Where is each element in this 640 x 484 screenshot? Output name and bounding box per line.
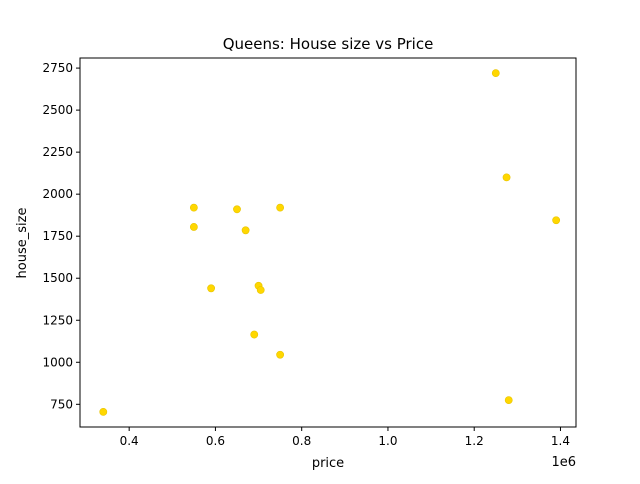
data-point <box>233 205 241 214</box>
data-points <box>99 69 561 416</box>
data-point <box>502 173 511 182</box>
x-tick-label: 1.2 <box>465 434 484 448</box>
x-tick-label: 0.4 <box>120 434 139 448</box>
x-tick-label: 0.8 <box>292 434 311 448</box>
data-point <box>189 223 198 231</box>
data-point <box>189 203 198 212</box>
x-tick-label: 1.4 <box>551 434 570 448</box>
x-axis-label: price <box>312 456 344 471</box>
y-tick-label: 2000 <box>42 187 73 201</box>
data-point <box>504 396 513 405</box>
x-axis-ticks: 0.4 0.6 0.8 1.0 1.2 1.4 <box>120 427 570 448</box>
data-point <box>99 407 108 416</box>
y-tick-label: 1500 <box>42 271 73 285</box>
data-point <box>256 286 265 294</box>
y-tick-label: 1750 <box>42 229 73 243</box>
data-point <box>241 226 250 235</box>
y-tick-label: 2250 <box>42 145 73 159</box>
y-tick-label: 750 <box>50 397 73 411</box>
x-axis-offset-label: 1e6 <box>551 455 576 470</box>
y-tick-label: 2750 <box>42 61 73 75</box>
data-point <box>207 284 216 293</box>
y-tick-label: 1000 <box>42 355 73 369</box>
y-tick-label: 2500 <box>42 103 73 117</box>
plot-frame <box>79 57 577 428</box>
data-point <box>491 69 500 78</box>
y-tick-label: 1250 <box>42 313 73 327</box>
x-tick-label: 1.0 <box>378 434 397 448</box>
x-tick-label: 0.6 <box>206 434 225 448</box>
data-point <box>250 330 259 339</box>
data-point <box>276 203 285 212</box>
y-axis-ticks: 750 1000 1250 1500 1750 2000 2250 2500 2750 <box>42 61 80 411</box>
chart-title: Queens: House size vs Price <box>223 35 434 53</box>
data-point <box>552 216 561 225</box>
data-point <box>276 350 285 359</box>
y-axis-label: house_size <box>15 208 30 279</box>
